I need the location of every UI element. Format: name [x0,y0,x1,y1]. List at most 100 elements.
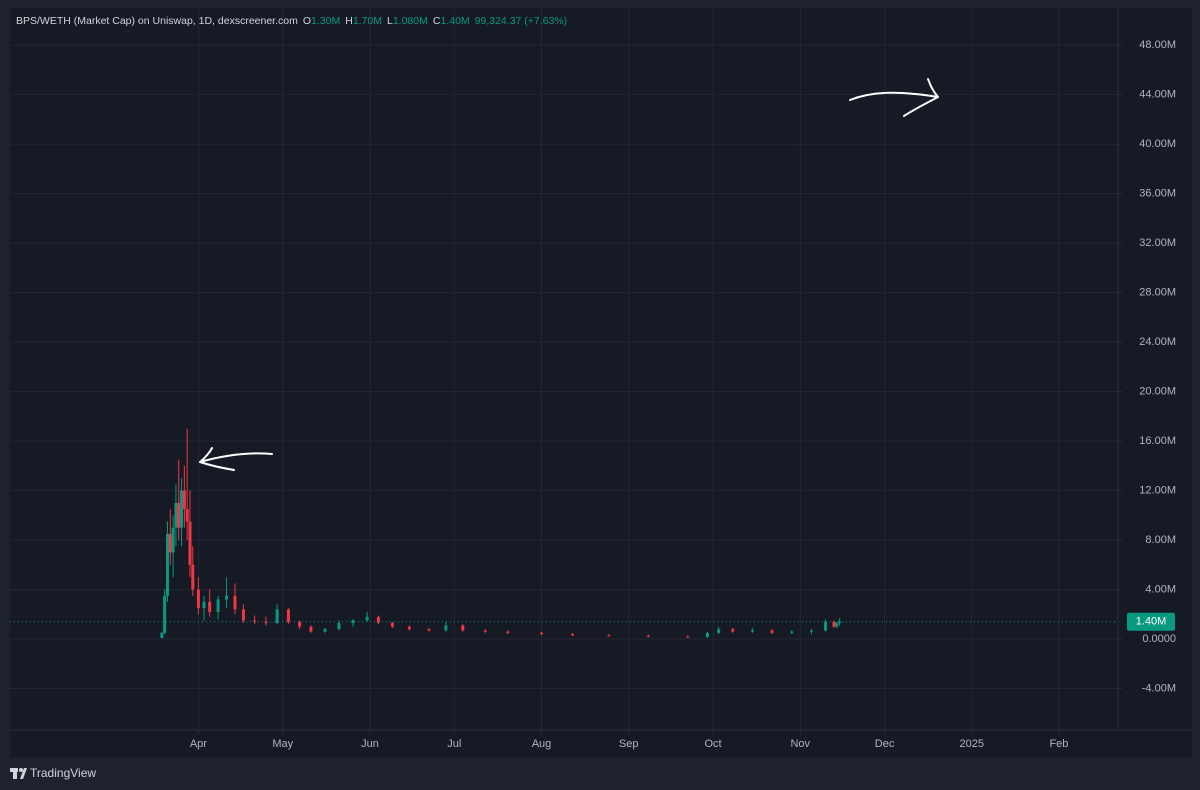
candle-body [506,631,510,633]
candle-body [731,629,735,632]
x-tick-label: Oct [704,738,721,750]
annotation-arrow [199,447,273,471]
candle-body [790,631,794,633]
candle-body [337,622,341,630]
candle-body [835,622,839,627]
candle-body [191,564,195,590]
y-tick-label: 0.0000 [1142,633,1176,645]
candle-body [570,634,574,636]
candle-body [185,509,189,522]
y-tick-label: 4.00M [1145,583,1176,595]
candle-body [824,621,828,631]
y-tick-label: 24.00M [1139,336,1176,348]
y-tick-label: 48.00M [1139,39,1176,51]
candle-body [275,609,279,623]
candle-body [770,630,774,633]
candle-body [427,629,431,631]
candle-body [216,599,220,612]
y-tick-label: 8.00M [1145,534,1176,546]
x-tick-label: Jun [361,738,379,750]
candle-body [225,595,229,600]
y-axis-area [1118,8,1192,730]
candle-body [461,625,465,631]
candle-body [163,595,167,633]
candle-body [832,621,836,627]
candle-body [390,622,394,627]
ohlc-value: 1.30M [311,15,340,27]
candle-body [323,629,327,632]
candle-body [253,620,257,622]
change: 99,324.37 (+7.63%) [475,15,568,27]
candle-body [717,629,721,633]
candle-body [705,632,709,638]
candle-body [750,630,754,632]
candle-body [407,626,411,630]
candle-body [196,589,200,609]
y-tick-label: 16.00M [1139,435,1176,447]
x-tick-label: Sep [619,738,639,750]
candle-body [171,527,175,553]
x-tick-label: Dec [875,738,895,750]
candle-body [607,635,611,637]
logo [10,768,27,779]
last-price-label: 1.40M [1136,616,1167,628]
y-tick-label: 28.00M [1139,286,1176,298]
candle-body [264,621,268,623]
annotation-arrow [849,78,939,117]
y-tick-label: 32.00M [1139,237,1176,249]
x-tick-label: Aug [532,738,552,750]
candle-body [165,533,169,596]
candle-body [540,632,544,635]
plot-area [10,8,1118,730]
last-price-badge [1127,612,1175,631]
candle-body [351,620,355,623]
candle-body [160,632,164,638]
x-tick-label: Feb [1049,738,1068,750]
ohlc-value: 1.080M [393,15,428,27]
x-tick-label: Apr [190,738,207,750]
ohlc-label: H [345,15,353,27]
x-tick-label: Nov [790,738,810,750]
candle-body [483,630,487,632]
ohlc-label: C [433,15,441,27]
candle-body [188,521,192,565]
labels: -4.00M 0.0000 4.00M 8.00M 12.00M 16.00M 20.00M… [190,39,1176,750]
x-tick-label: 2025 [960,738,984,750]
candle-body [646,635,650,637]
y-tick-label: 40.00M [1139,138,1176,150]
footer-brand: TradingView [30,766,96,780]
candle-body [233,595,237,610]
x-tick-label: Jul [447,738,461,750]
candle-body [298,621,302,627]
candle-body [168,533,172,553]
candle-body [202,601,206,609]
ohlc-label: O [303,15,311,27]
candle-body [686,636,690,638]
candle-body [208,601,212,612]
candle-body [177,502,181,528]
candle-body [365,616,369,621]
candle-body [838,621,842,623]
header-title: BPS/WETH (Market Cap) on Uniswap, 1D, de… [16,15,298,27]
candle-body [182,490,186,510]
candle-body [444,625,448,631]
y-tick-label: 36.00M [1139,188,1176,200]
x-tick-label: May [272,738,293,750]
ohlc-label: L [387,15,393,27]
candles [10,428,1118,639]
y-tick-label: 20.00M [1139,385,1176,397]
candle-body [309,626,313,632]
y-tick-label: 12.00M [1139,484,1176,496]
candle-body [241,609,245,621]
candle-body [180,490,184,528]
candle-body [376,616,380,623]
candle-body [174,502,178,528]
header: BPS/WETH (Market Cap) on Uniswap, 1D, de… [16,15,567,27]
ohlc-value: 1.70M [353,15,382,27]
ohlc-value: 1.40M [440,15,469,27]
y-tick-label: -4.00M [1142,682,1176,694]
candle-body [286,609,290,622]
x-axis-area [10,730,1192,758]
